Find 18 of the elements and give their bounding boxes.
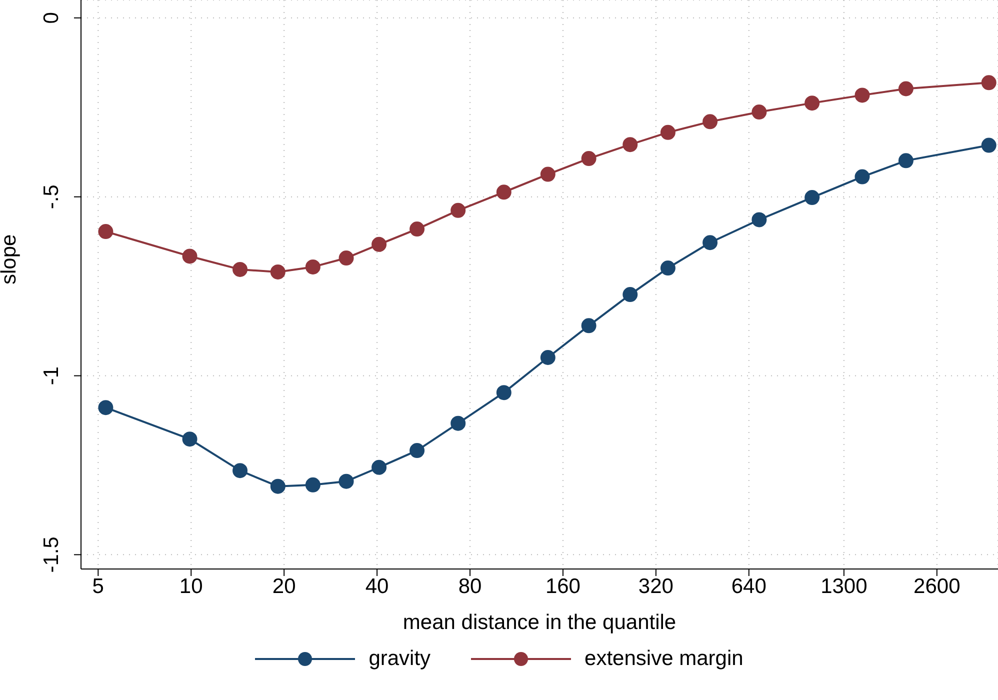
x-tick-label: 2600	[914, 574, 960, 598]
x-tick-label: 320	[638, 574, 674, 598]
y-tick-label: 0	[40, 12, 63, 24]
y-tick-label: -.5	[40, 184, 63, 210]
x-tick-label: 1300	[820, 574, 868, 598]
x-tick-label: 40	[365, 574, 389, 598]
y-axis-title: slope	[0, 234, 20, 284]
x-tick-label: 10	[179, 574, 203, 598]
x-axis-title: mean distance in the quantile	[402, 611, 676, 634]
x-tick-label: 5	[92, 574, 104, 598]
x-tick-label: 640	[731, 574, 766, 598]
legend-label: extensive margin	[584, 647, 744, 671]
x-tick-label: 80	[458, 574, 482, 598]
y-tick-label: -1.5	[40, 536, 63, 573]
legend-label: gravity	[368, 647, 431, 671]
x-tick-label: 20	[272, 574, 296, 598]
x-tick-label: 160	[545, 574, 580, 598]
y-tick-label: -1	[40, 366, 63, 386]
